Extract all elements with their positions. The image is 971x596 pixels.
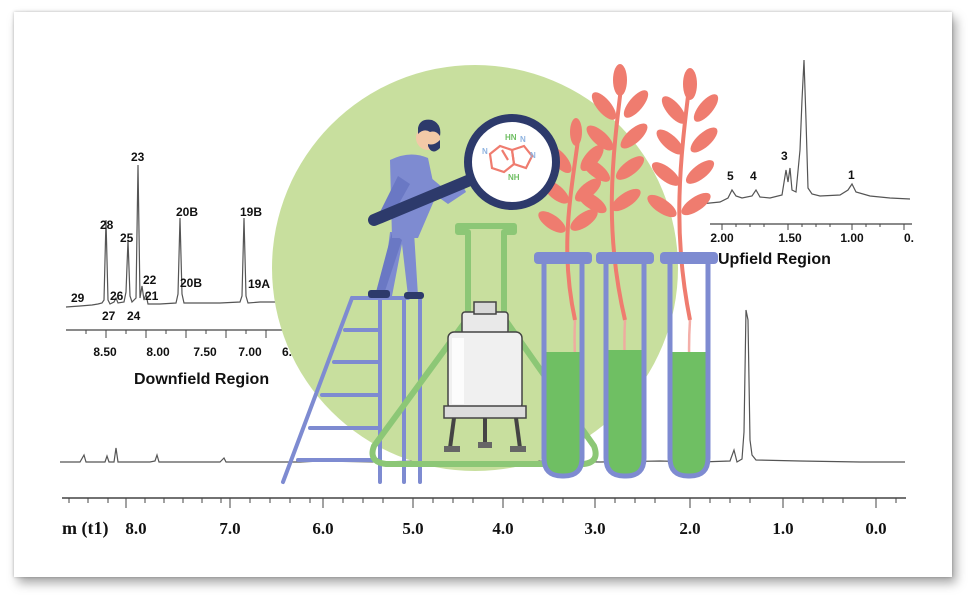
peak-label-29: 29 — [71, 291, 85, 305]
main-tick-label: 6.0 — [312, 519, 333, 538]
downfield-tick-label: 7.50 — [193, 345, 217, 359]
upfield-region-label: Upfield Region — [718, 251, 831, 268]
main-axis-minor-ticks — [68, 498, 897, 508]
main-tick-label: 5.0 — [402, 519, 423, 538]
scientist-figure — [368, 119, 466, 299]
upfield-tick-label: 1.50 — [778, 231, 802, 245]
peak-label-21: 21 — [145, 289, 159, 303]
main-tick-label: 7.0 — [219, 519, 240, 538]
molecule-atom: N — [482, 147, 488, 156]
peak-label-19a: 19A — [248, 277, 270, 291]
downfield-inset: 8.50 8.00 7.50 7.00 6. Downfield Region … — [65, 150, 305, 388]
molecule-atom: N — [530, 151, 536, 160]
peak-label-22: 22 — [143, 273, 157, 287]
main-spectrum: m (t1) 8.0 7.0 6.0 5.0 4.0 3.0 2.0 1.0 0… — [60, 309, 906, 539]
main-tick-label: 1.0 — [772, 519, 793, 538]
peak-label-23: 23 — [131, 150, 145, 164]
main-tick-label: 0.0 — [865, 519, 886, 538]
nmr-illustration: m (t1) 8.0 7.0 6.0 5.0 4.0 3.0 2.0 1.0 0… — [60, 59, 914, 539]
main-tick-label: 2.0 — [679, 519, 700, 538]
upfield-tick-label: 1.00 — [840, 231, 864, 245]
peak-label-1: 1 — [848, 168, 855, 182]
test-tubes — [534, 252, 718, 479]
peak-label-5: 5 — [727, 169, 734, 183]
upfield-tick-label: 0. — [904, 231, 914, 245]
erlenmeyer-flask — [369, 223, 599, 467]
peak-label-4: 4 — [750, 169, 757, 183]
ladder — [281, 296, 422, 484]
upfield-inset: 2.00 1.50 1.00 0. Upfield Region 5 4 3 1 — [689, 59, 914, 268]
upfield-tick-label: 2.00 — [710, 231, 734, 245]
downfield-tick-label: 8.00 — [146, 345, 170, 359]
peak-label-28: 28 — [100, 218, 114, 232]
downfield-spectrum-trace — [65, 164, 300, 308]
main-tick-label: 8.0 — [125, 519, 146, 538]
peak-label-26: 26 — [110, 289, 124, 303]
nmr-magnet-icon — [443, 301, 527, 452]
peak-label-24: 24 — [127, 309, 141, 323]
test-tube-2 — [596, 252, 654, 479]
downfield-tick-label: 8.50 — [93, 345, 117, 359]
downfield-tick-label: 7.00 — [238, 345, 262, 359]
peak-label-3: 3 — [781, 149, 788, 163]
main-tick-label: 4.0 — [492, 519, 513, 538]
main-tick-label: 3.0 — [584, 519, 605, 538]
downfield-tick-label: 6. — [282, 345, 292, 359]
molecule-atom: N — [520, 135, 526, 144]
molecule-atom: HN — [505, 133, 517, 142]
magnifying-glass: HN N N N NH — [368, 114, 560, 226]
test-tube-1 — [534, 252, 592, 479]
peak-label-27: 27 — [102, 309, 116, 323]
figure-frame: m (t1) 8.0 7.0 6.0 5.0 4.0 3.0 2.0 1.0 0… — [14, 12, 952, 577]
peak-label-20b-top: 20B — [176, 205, 198, 219]
molecule-atom: NH — [508, 173, 520, 182]
peak-label-19b: 19B — [240, 205, 262, 219]
downfield-region-label: Downfield Region — [134, 371, 269, 388]
test-tube-3 — [660, 252, 718, 479]
peak-label-20b-bottom: 20B — [180, 276, 202, 290]
upfield-spectrum-trace — [689, 59, 911, 206]
peak-label-25: 25 — [120, 231, 134, 245]
molecule-structure — [488, 144, 534, 174]
main-axis-title: m (t1) — [62, 518, 108, 539]
